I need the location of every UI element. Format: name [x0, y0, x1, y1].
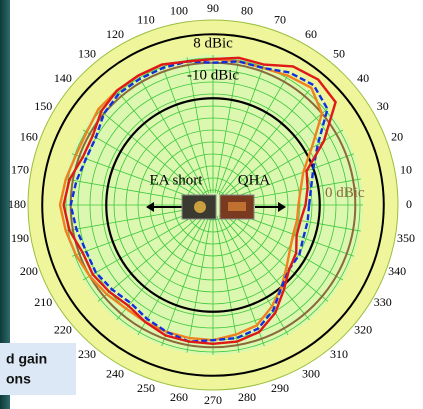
angle-label: 100 — [170, 4, 188, 18]
angle-label: 140 — [54, 71, 72, 85]
angle-label: 40 — [357, 71, 369, 85]
angle-label: 290 — [271, 381, 289, 395]
angle-label: 110 — [137, 13, 155, 27]
angle-label: 20 — [391, 130, 403, 144]
angle-label: 300 — [302, 366, 320, 380]
polar-chart: EA short QHA d gain ons 0 10 20 30 40 50 60 70 8… — [0, 0, 423, 409]
annotation: QHA — [238, 172, 271, 188]
angle-label: 200 — [20, 264, 38, 278]
angle-label: 330 — [374, 295, 392, 309]
annotation: EA short — [150, 172, 204, 188]
angle-label: 230 — [78, 347, 96, 361]
angle-label: 130 — [78, 47, 96, 61]
angle-label: 260 — [170, 390, 188, 404]
r-tick-label: 8 dBic — [193, 36, 233, 52]
angle-label: 350 — [397, 231, 415, 245]
angle-label: 70 — [274, 13, 286, 27]
angle-label: 250 — [137, 381, 155, 395]
angle-label: 270 — [204, 393, 222, 407]
r-tick-label: -10 dBic — [187, 68, 239, 84]
angle-label: 340 — [388, 264, 406, 278]
angle-label: 180 — [8, 197, 26, 211]
angle-label: 160 — [20, 130, 38, 144]
angle-label: 210 — [34, 295, 52, 309]
angle-label: 60 — [305, 27, 317, 41]
overlay-text: d gain — [6, 351, 47, 367]
angle-label: 50 — [333, 47, 345, 61]
angle-label: 0 — [406, 197, 412, 211]
angle-label: 90 — [207, 1, 219, 15]
angle-label: 220 — [54, 323, 72, 337]
angle-label: 30 — [377, 99, 389, 113]
overlay-text: ons — [6, 371, 31, 387]
angle-label: 10 — [400, 163, 412, 177]
angle-label: 240 — [106, 366, 124, 380]
angle-label: 150 — [34, 99, 52, 113]
angle-label: 310 — [330, 347, 348, 361]
angle-label: 280 — [238, 390, 256, 404]
r-tick-label: 0 dBic — [325, 185, 365, 201]
angle-label: 320 — [354, 323, 372, 337]
angle-label: 80 — [241, 4, 253, 18]
angle-label: 120 — [106, 27, 124, 41]
angle-label: 170 — [11, 163, 29, 177]
angle-label: 190 — [11, 231, 29, 245]
